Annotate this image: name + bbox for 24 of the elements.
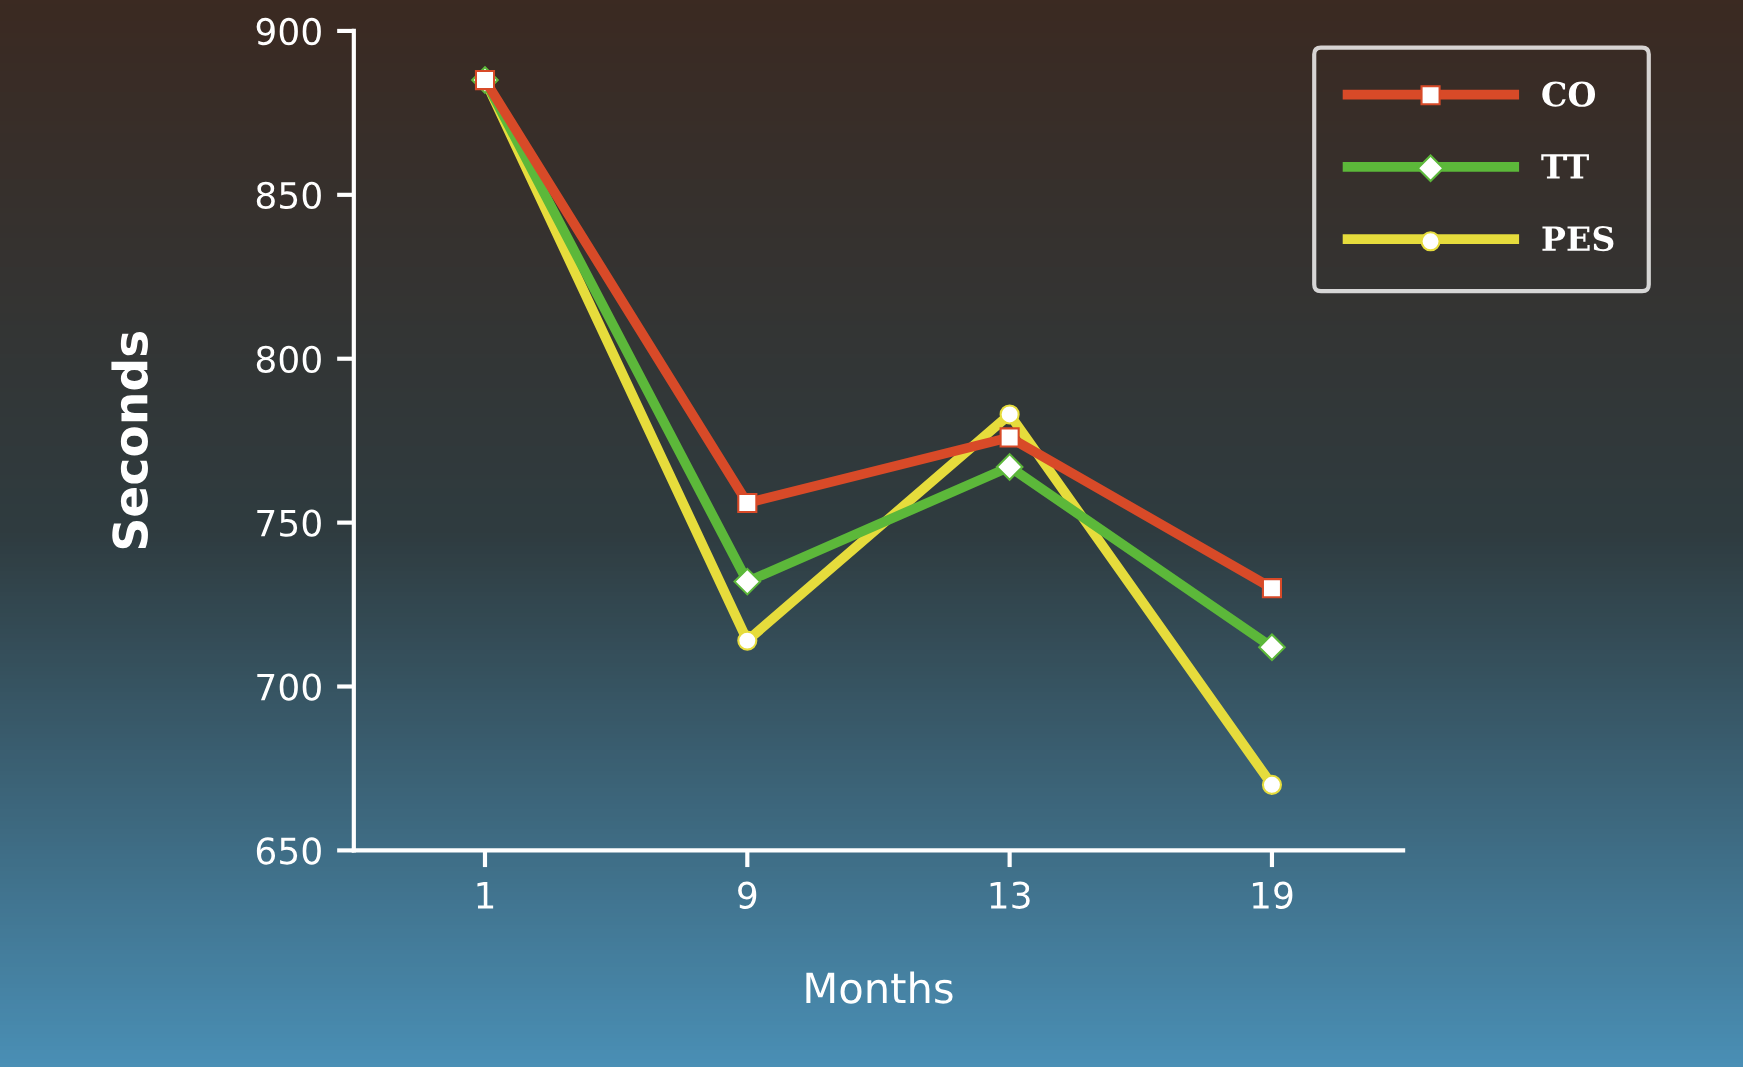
x-tick-label: 1	[477, 882, 494, 909]
point	[737, 492, 758, 514]
text: PES	[1542, 226, 1614, 252]
x-axis-title: Months	[806, 971, 953, 1004]
point	[733, 567, 762, 596]
point	[999, 404, 1020, 425]
x-tick-label: 13	[990, 881, 1030, 909]
y-tick-label: 700	[257, 673, 321, 701]
y-tick-label: 800	[256, 345, 321, 373]
point	[1261, 774, 1283, 795]
x-tick-label: 9	[738, 881, 757, 909]
point	[1258, 633, 1286, 661]
text: TT	[1541, 154, 1589, 179]
x-tick-label: 19	[1252, 881, 1293, 909]
y-tick-label: 750	[257, 509, 321, 537]
point	[737, 630, 758, 651]
y-tick-label: 900	[256, 17, 321, 46]
point	[995, 453, 1024, 481]
text: CO	[1542, 81, 1596, 107]
y-tick-label: 650	[256, 837, 321, 865]
y-tick-label: 850	[256, 181, 321, 210]
point	[999, 427, 1020, 448]
y-axis-title: Seconds	[111, 331, 148, 549]
point	[1261, 578, 1283, 599]
